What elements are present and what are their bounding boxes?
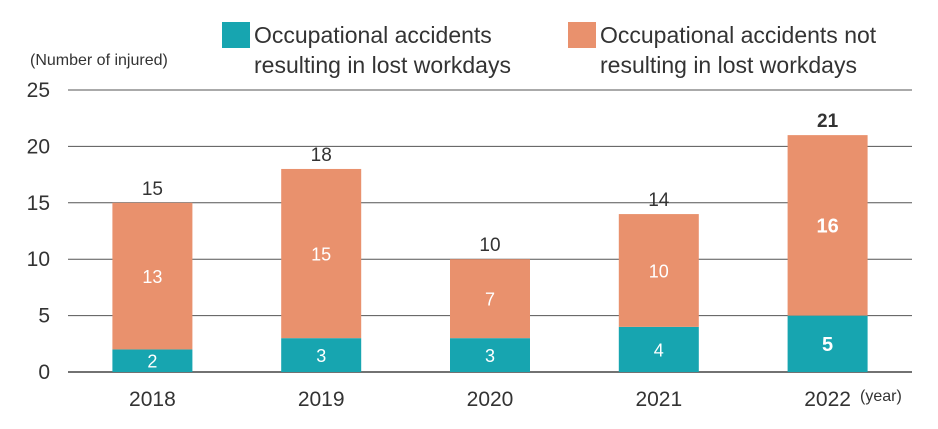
bar-value-label: 15 <box>311 245 331 265</box>
bar-total-label: 15 <box>142 179 163 200</box>
y-tick-label: 25 <box>27 79 50 102</box>
bar-total-label: 21 <box>817 111 839 132</box>
y-tick-label: 0 <box>38 361 50 384</box>
bar-segment <box>787 135 868 316</box>
bar-total-label: 14 <box>648 190 670 211</box>
y-axis-label: (Number of injured) <box>30 52 168 69</box>
legend-label-no-lost-workdays: Occupational accidents not resulting in … <box>600 22 877 78</box>
bar-value-label: 7 <box>485 290 495 310</box>
x-tick-label: 2022 <box>804 388 851 411</box>
bar-value-label: 2 <box>147 352 157 372</box>
x-tick-label: 2021 <box>635 388 682 411</box>
bar-value-label: 10 <box>649 261 669 281</box>
bar-segment <box>112 349 193 372</box>
legend-swatch-no-lost-workdays <box>568 22 596 48</box>
bar-total-label: 10 <box>479 235 500 256</box>
bar-segment <box>450 338 530 372</box>
y-tick-label: 10 <box>27 248 50 271</box>
bar-segment <box>618 326 699 372</box>
x-axis-unit-label: (year) <box>860 388 902 405</box>
bar-value-label: 3 <box>316 346 326 366</box>
bar-segment <box>281 338 362 372</box>
y-tick-label: 5 <box>38 305 50 328</box>
legend-item-no-lost-workdays: Occupational accidents not resulting in … <box>568 20 876 80</box>
y-tick-label: 20 <box>27 135 50 158</box>
bar-value-label: 3 <box>485 346 495 366</box>
bar-total-label: 18 <box>311 145 332 166</box>
bar-value-label: 4 <box>654 340 664 360</box>
legend-item-lost-workdays: Occupational accidents resulting in lost… <box>222 20 511 80</box>
bar-segment <box>112 202 193 350</box>
legend-swatch-lost-workdays <box>222 22 250 48</box>
bar-segment <box>618 214 699 327</box>
x-tick-label: 2020 <box>467 388 514 411</box>
legend-label-lost-workdays: Occupational accidents resulting in lost… <box>254 22 511 78</box>
bar-segment <box>787 315 868 372</box>
bar-segment <box>450 259 530 339</box>
bar-value-label: 13 <box>142 267 162 287</box>
bar-value-label: 5 <box>822 334 833 356</box>
x-tick-label: 2018 <box>129 388 176 411</box>
bar-value-label: 16 <box>816 215 838 237</box>
bar-segment <box>281 168 362 339</box>
y-tick-label: 15 <box>27 192 50 215</box>
x-tick-label: 2019 <box>298 388 345 411</box>
